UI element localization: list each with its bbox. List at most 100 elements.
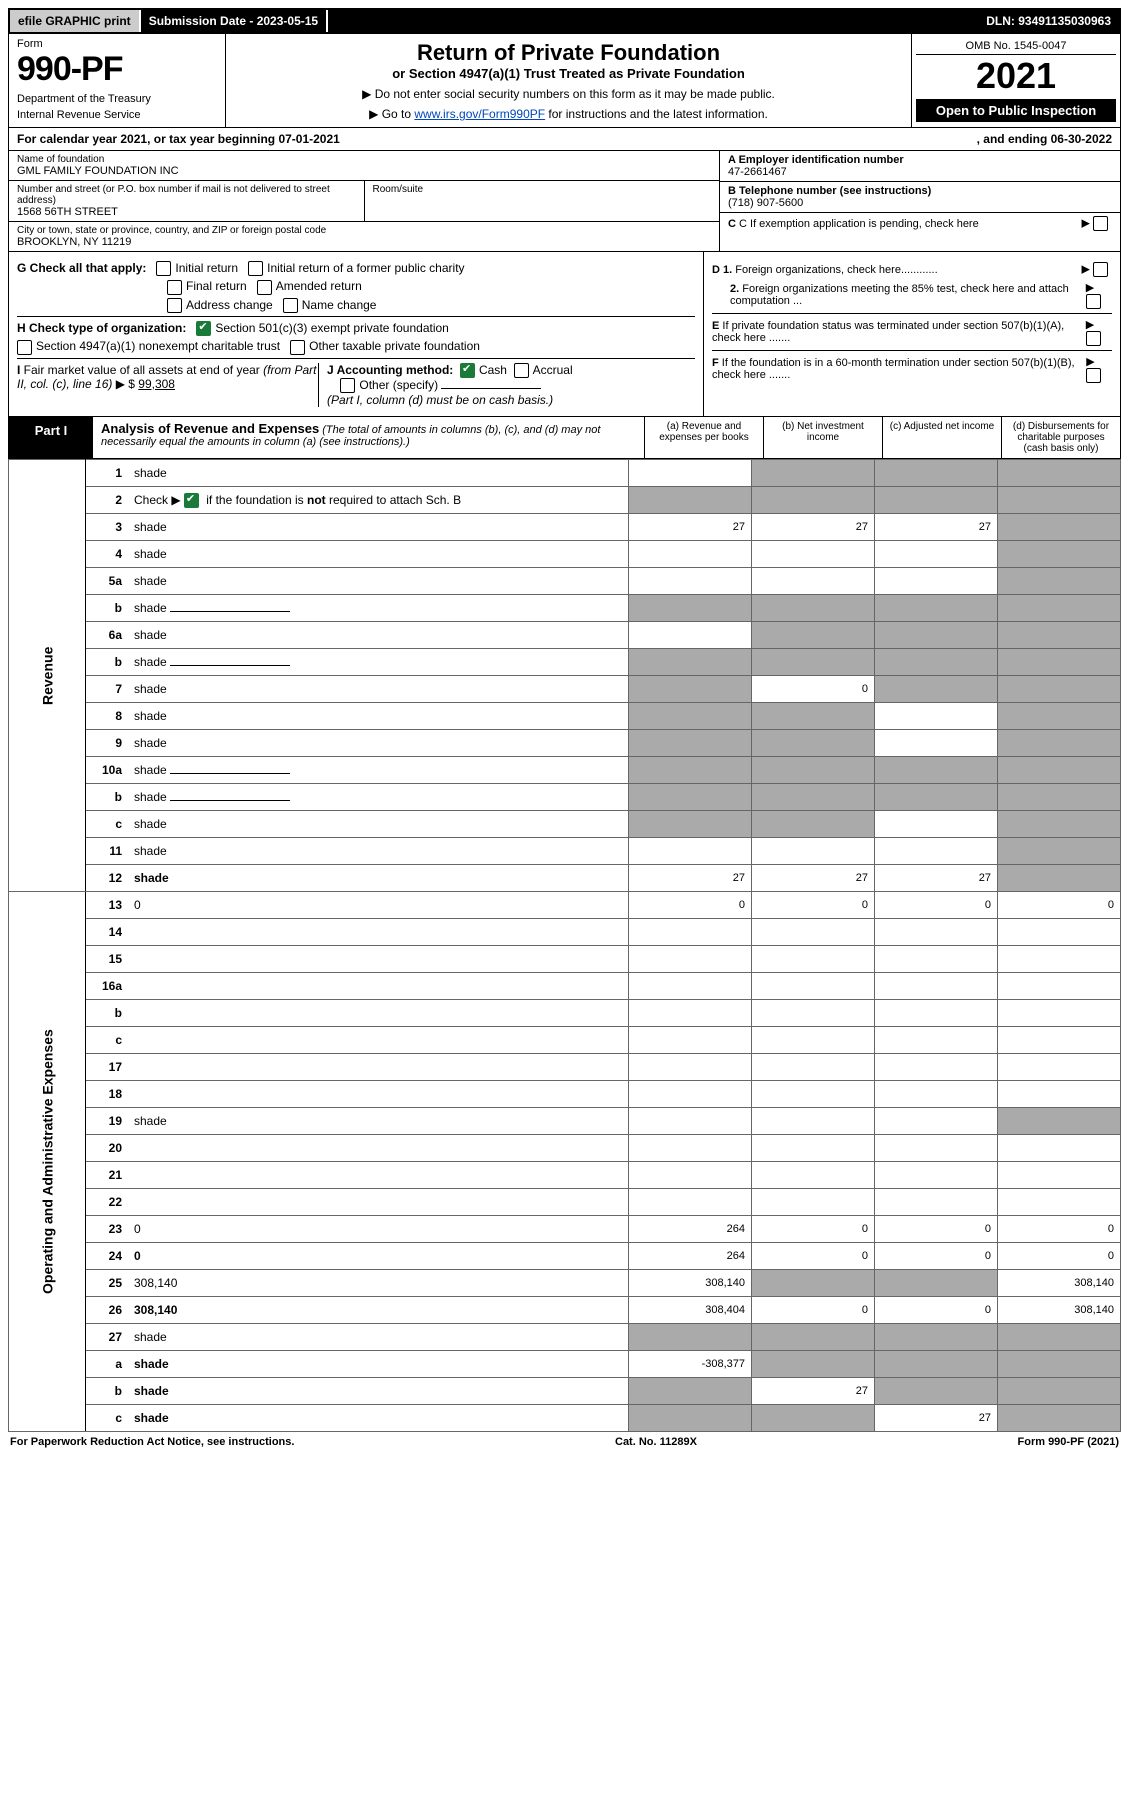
c-checkbox[interactable]	[1093, 216, 1108, 231]
header-mid: Return of Private Foundation or Section …	[226, 34, 911, 127]
row-desc: shade	[128, 568, 629, 595]
e-checkbox[interactable]	[1086, 331, 1101, 346]
row-2: 2 Check ▶ if the foundation is not requi…	[9, 487, 1121, 514]
form-title: Return of Private Foundation	[234, 40, 903, 66]
cell-value: 27	[752, 1378, 875, 1405]
top-bar: efile GRAPHIC print Submission Date - 20…	[8, 8, 1121, 34]
cell-value	[629, 1054, 752, 1081]
h-501c3[interactable]	[196, 321, 211, 336]
row-desc	[128, 1162, 629, 1189]
efile-label[interactable]: efile GRAPHIC print	[10, 10, 141, 32]
cell-value	[998, 1189, 1121, 1216]
d2-checkbox[interactable]	[1086, 294, 1101, 309]
row-desc	[128, 946, 629, 973]
col-c-head: (c) Adjusted net income	[882, 417, 1001, 458]
cell-value	[629, 622, 752, 649]
row-desc	[128, 1000, 629, 1027]
row-desc: shade	[128, 730, 629, 757]
cell-value	[752, 1162, 875, 1189]
g-address-change[interactable]	[167, 298, 182, 313]
cell-value: 0	[998, 1243, 1121, 1270]
row-20: 20	[9, 1135, 1121, 1162]
def-right: D 1. Foreign organizations, check here..…	[703, 252, 1120, 416]
cell-shaded	[998, 1378, 1121, 1405]
cell-value	[998, 973, 1121, 1000]
cell-value	[752, 1027, 875, 1054]
row-num: 8	[86, 703, 129, 730]
row-desc	[128, 1081, 629, 1108]
f-checkbox[interactable]	[1086, 368, 1101, 383]
cell-value	[629, 946, 752, 973]
h-other-taxable[interactable]	[290, 340, 305, 355]
cell-shaded	[875, 487, 998, 514]
row-7: 7 shade 0	[9, 676, 1121, 703]
g-name-change[interactable]	[283, 298, 298, 313]
g-amended[interactable]	[257, 280, 272, 295]
row-desc: shade	[128, 676, 629, 703]
cell-shaded	[998, 487, 1121, 514]
cell-shaded	[998, 703, 1121, 730]
cell-value	[629, 1135, 752, 1162]
cell-shaded	[629, 784, 752, 811]
room-suite-cell: Room/suite	[364, 181, 720, 222]
schb-checkbox[interactable]	[184, 493, 199, 508]
expenses-label: Operating and Administrative Expenses	[9, 892, 86, 1432]
calyear-left: For calendar year 2021, or tax year begi…	[17, 132, 340, 146]
cell-value: 27	[629, 865, 752, 892]
calendar-year-row: For calendar year 2021, or tax year begi…	[8, 128, 1121, 151]
cell-shaded	[752, 757, 875, 784]
header-right: OMB No. 1545-0047 2021 Open to Public In…	[911, 34, 1120, 127]
row-num: b	[86, 649, 129, 676]
row-num: 25	[86, 1270, 129, 1297]
cell-value	[629, 1108, 752, 1135]
cell-shaded	[752, 811, 875, 838]
j-accrual[interactable]	[514, 363, 529, 378]
cell-value	[752, 838, 875, 865]
cell-shaded	[629, 595, 752, 622]
cell-value: 308,140	[998, 1270, 1121, 1297]
row-num: 26	[86, 1297, 129, 1324]
g-initial-former[interactable]	[248, 261, 263, 276]
foundation-name-cell: Name of foundation GML FAMILY FOUNDATION…	[9, 151, 719, 181]
row-num: 14	[86, 919, 129, 946]
cell-shaded	[629, 730, 752, 757]
cell-shaded	[752, 703, 875, 730]
cell-value	[875, 1054, 998, 1081]
irs-link[interactable]: www.irs.gov/Form990PF	[414, 107, 545, 121]
row-14: 14	[9, 919, 1121, 946]
cell-shaded	[629, 676, 752, 703]
cell-value	[752, 946, 875, 973]
cell-value	[875, 973, 998, 1000]
omb-number: OMB No. 1545-0047	[916, 38, 1116, 55]
irs-label: Internal Revenue Service	[17, 109, 217, 121]
cell-value	[875, 703, 998, 730]
row-6a: 6a shade	[9, 622, 1121, 649]
cell-shaded	[998, 514, 1121, 541]
page-footer: For Paperwork Reduction Act Notice, see …	[8, 1432, 1121, 1452]
cell-value	[629, 919, 752, 946]
row-24: 24 0 264000	[9, 1243, 1121, 1270]
g-final-return[interactable]	[167, 280, 182, 295]
h-4947[interactable]	[17, 340, 32, 355]
revenue-label: Revenue	[9, 460, 86, 892]
cell-shaded	[998, 1351, 1121, 1378]
row-num: b	[86, 1000, 129, 1027]
row-18: 18	[9, 1081, 1121, 1108]
header-left: Form 990-PF Department of the Treasury I…	[9, 34, 226, 127]
j-cash[interactable]	[460, 363, 475, 378]
col-b-head: (b) Net investment income	[763, 417, 882, 458]
row-desc: shade	[128, 1108, 629, 1135]
cell-value: 27	[875, 514, 998, 541]
j-other[interactable]	[340, 378, 355, 393]
cell-shaded	[629, 1405, 752, 1432]
row-desc: shade	[128, 865, 629, 892]
row-b: b	[9, 1000, 1121, 1027]
j-row: J Accounting method: Cash Accrual Other …	[318, 363, 695, 408]
g-initial-return[interactable]	[156, 261, 171, 276]
cell-shaded	[629, 757, 752, 784]
cell-shaded	[752, 784, 875, 811]
d1-checkbox[interactable]	[1093, 262, 1108, 277]
row-desc: shade	[128, 460, 629, 487]
row-num: c	[86, 1027, 129, 1054]
cell-shaded	[998, 757, 1121, 784]
